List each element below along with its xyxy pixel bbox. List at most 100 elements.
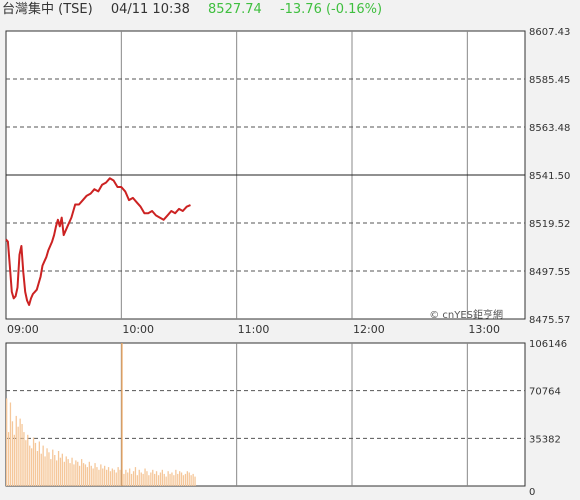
volume-bar (27, 434, 29, 486)
volume-bar (46, 448, 48, 486)
volume-bar (44, 456, 46, 486)
volume-bar (182, 475, 185, 486)
volume-bar (177, 473, 179, 486)
volume-bar (82, 463, 85, 486)
volume-bar (29, 445, 31, 486)
price-y-tick-label: 8497.55 (529, 267, 570, 278)
volume-bar (165, 476, 167, 486)
volume-bar (36, 451, 39, 486)
index-name: 台灣集中 (TSE) (2, 2, 93, 17)
price-y-tick-label: 8541.50 (529, 171, 570, 182)
volume-bar (173, 475, 175, 486)
volume-bar (129, 468, 131, 486)
volume-bar (163, 473, 165, 486)
volume-bar (104, 465, 106, 486)
volume-bar (132, 471, 135, 486)
volume-bar (125, 469, 127, 486)
volume-bar (150, 472, 152, 486)
volume-bar (81, 459, 83, 486)
volume-bar (155, 471, 158, 486)
volume-bar (25, 440, 27, 486)
volume-bar (19, 418, 21, 486)
volume-bar (188, 472, 190, 486)
volume-bar (90, 465, 92, 486)
price-y-tick-label: 8607.43 (529, 27, 570, 38)
volume-bar (94, 463, 96, 486)
time-tick-label: 13:00 (468, 323, 500, 336)
volume-bar (17, 426, 19, 486)
volume-bar (21, 424, 23, 486)
volume-bar (146, 471, 148, 486)
volume-bar (15, 415, 17, 486)
volume-bar (121, 343, 123, 486)
volume-bar (98, 469, 100, 486)
price-y-tick-label: 8585.45 (529, 75, 570, 86)
volume-bar (52, 449, 54, 486)
volume-bar (180, 472, 183, 486)
volume-bar (184, 473, 187, 486)
volume-bar (77, 461, 79, 486)
volume-bar (71, 457, 73, 486)
volume-bar (194, 476, 196, 486)
last-price: 8527.74 (208, 2, 262, 17)
volume-bar (48, 452, 50, 486)
volume-y-tick-label: 0 (529, 487, 535, 498)
volume-bar (157, 475, 160, 486)
volume-bar (138, 469, 140, 486)
volume-bar (50, 459, 52, 486)
volume-bar (42, 445, 44, 486)
volume-bar (134, 467, 137, 486)
volume-bar (190, 475, 192, 486)
volume-bar (86, 467, 88, 486)
volume-bar (127, 472, 129, 486)
volume-bar (54, 455, 56, 486)
volume-bar (115, 472, 117, 486)
volume-bar (7, 432, 10, 486)
volume-bar (123, 473, 125, 486)
volume-bar (171, 472, 173, 486)
volume-bar (6, 398, 8, 486)
volume-bar (179, 471, 181, 486)
volume-bar (38, 441, 40, 486)
volume-y-tick-label: 35382 (529, 434, 561, 445)
volume-bar (192, 473, 194, 486)
watermark: © cnYES鉅亨網 (429, 308, 503, 321)
volume-bar (167, 471, 169, 486)
volume-bar (107, 467, 110, 486)
volume-bar (175, 469, 177, 486)
volume-bar (56, 460, 58, 486)
volume-bar (161, 469, 163, 486)
volume-bar (23, 432, 25, 486)
volume-bar (84, 464, 87, 486)
volume-bar (100, 464, 102, 486)
volume-bar (148, 475, 150, 486)
volume-bar (119, 469, 121, 486)
volume-y-tick-label: 106146 (529, 339, 567, 350)
volume-bar (144, 468, 146, 486)
volume-bar (117, 467, 119, 486)
volume-y-tick-label: 70764 (529, 387, 561, 398)
volume-bar (159, 472, 162, 486)
volume-bar (169, 473, 171, 486)
volume-bar (113, 469, 115, 486)
price-panel: 8607.43 8585.45 8563.48 8541.50 8519.52 8497.… (5, 27, 570, 336)
time-tick-label: 11:00 (238, 323, 270, 336)
price-y-tick-label: 8475.57 (529, 315, 570, 326)
volume-bar (69, 463, 71, 486)
volume-bar (102, 468, 104, 486)
volume-bar (63, 461, 65, 486)
volume-bar (79, 465, 81, 486)
volume-bar (92, 468, 94, 486)
volume-bar (88, 461, 90, 486)
volume-bar (152, 469, 154, 486)
time-tick-label: 12:00 (353, 323, 385, 336)
volume-bar (34, 442, 37, 486)
volume-bar (142, 473, 144, 486)
volume-bar (9, 402, 12, 486)
volume-bar (59, 457, 62, 486)
volume-bar (31, 448, 33, 486)
volume-bar (186, 471, 188, 486)
volume-bar (154, 473, 156, 486)
volume-bar (61, 453, 63, 486)
time-tick-label: 09:00 (7, 323, 39, 336)
